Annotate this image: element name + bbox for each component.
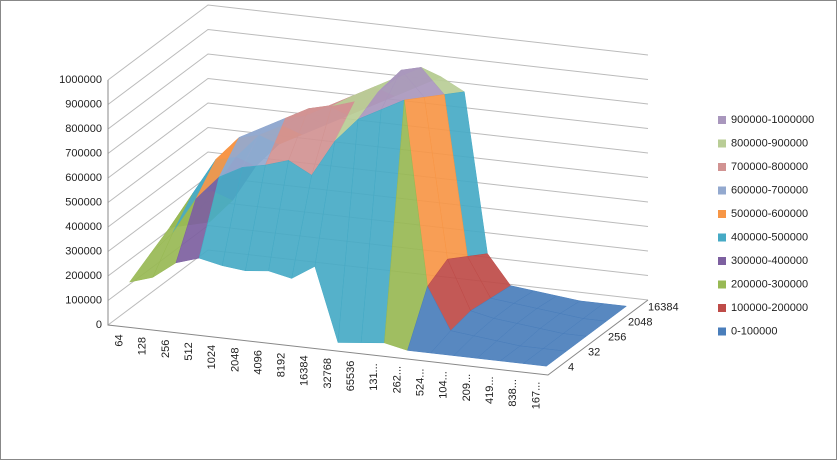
legend-swatch: [718, 233, 726, 242]
surface-cell: [522, 348, 568, 367]
legend-label: 600000-700000: [731, 184, 808, 196]
depth-tick-label: 32: [588, 346, 600, 358]
grid-line: [107, 151, 649, 228]
y-tick-label: 0: [96, 319, 102, 331]
grid-line: [107, 102, 649, 179]
x-tick-label: 512: [183, 342, 195, 360]
grid-line: [107, 4, 649, 81]
depth-tick-label: 16384: [648, 301, 679, 313]
grid-line: [107, 28, 649, 105]
depth-tick-label: 4: [568, 361, 574, 373]
legend-swatch: [718, 210, 726, 218]
x-tick-label: 65536: [345, 361, 357, 392]
legend-label: 300000-400000: [731, 255, 808, 267]
x-tick-label: 262...: [391, 366, 403, 394]
y-tick-label: 600000: [65, 172, 102, 184]
x-tick-label: 256: [160, 340, 172, 358]
grid-line: [107, 126, 649, 203]
x-tick-label: 167...: [530, 382, 542, 410]
legend-label: 200000-300000: [731, 278, 808, 290]
x-tick-label: 209...: [461, 374, 473, 402]
x-tick-label: 8192: [276, 353, 288, 377]
x-tick-label: 2048: [229, 347, 241, 371]
y-tick-label: 100000: [65, 294, 102, 306]
grid-line: [107, 53, 649, 130]
legend-label: 400000-500000: [731, 231, 808, 243]
legend-swatch: [718, 304, 726, 312]
legend-swatch: [718, 186, 726, 195]
grid-line: [107, 77, 649, 154]
y-tick-label: 800000: [65, 123, 102, 135]
x-tick-label: 64: [113, 334, 125, 346]
legend-swatch: [718, 280, 726, 289]
x-tick-label: 419...: [484, 376, 496, 404]
x-tick-label: 838...: [507, 379, 519, 407]
axis-line: [107, 80, 649, 376]
x-tick-label: 524...: [415, 369, 427, 397]
depth-tick-label: 2048: [628, 316, 652, 328]
x-tick-label: 16384: [299, 355, 311, 386]
y-tick-label: 500000: [65, 196, 102, 208]
y-tick-label: 700000: [65, 147, 102, 159]
x-tick-label: 4096: [252, 350, 264, 374]
legend-swatch: [718, 139, 726, 148]
y-tick-label: 200000: [65, 270, 102, 282]
y-tick-label: 300000: [65, 245, 102, 257]
legend-label: 700000-800000: [731, 161, 808, 173]
x-tick-label: 32768: [322, 358, 334, 389]
legend-swatch: [718, 327, 726, 336]
legend-label: 0-100000: [731, 325, 778, 337]
legend-label: 500000-600000: [731, 208, 808, 220]
legend-label: 100000-200000: [731, 302, 808, 314]
legend-swatch: [718, 257, 726, 265]
legend-swatch: [718, 116, 726, 124]
legend-label: 900000-1000000: [731, 114, 814, 126]
x-tick-label: 128: [137, 337, 149, 355]
y-tick-label: 1000000: [59, 74, 102, 86]
x-tick-label: 131...: [368, 363, 380, 391]
x-tick-label: 1024: [206, 345, 218, 369]
y-tick-label: 900000: [65, 98, 102, 110]
legend-swatch: [718, 163, 726, 171]
x-tick-label: 104...: [438, 371, 450, 399]
legend-label: 800000-900000: [731, 137, 808, 149]
y-tick-label: 400000: [65, 221, 102, 233]
depth-tick-label: 256: [608, 331, 626, 343]
